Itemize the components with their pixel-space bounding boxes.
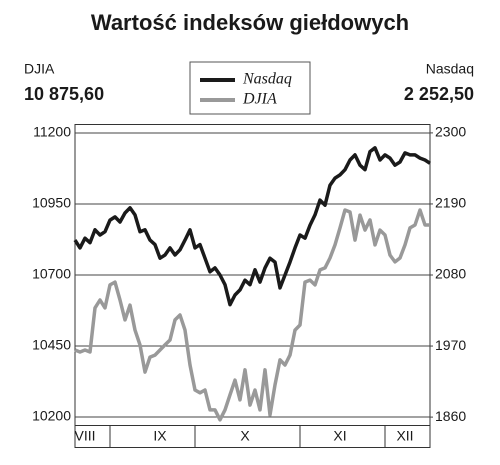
legend-box [189,61,311,115]
y2-tick-label: 1970 [435,337,466,353]
month-strip [74,425,431,448]
x-tick-label: VIII [74,428,95,444]
legend-label: DJIA [242,91,277,108]
left-value: 10 875,60 [24,84,104,104]
y2-tick-label: 1860 [435,408,466,424]
y2-tick-label: 2300 [435,124,466,140]
y2-tick-label: 2190 [435,195,466,211]
right-value: 2 252,50 [404,84,474,104]
y-tick-label: 10200 [32,408,71,424]
x-tick-label: XI [333,428,346,444]
x-tick-label: X [240,428,250,444]
y-tick-label: 10700 [32,266,71,282]
series-line [73,146,431,307]
x-tick-label: IX [153,428,167,444]
x-tick-label: XII [396,428,413,444]
y-tick-label: 10950 [32,195,71,211]
y-tick-label: 11200 [33,124,71,140]
y-tick-label: 10450 [32,337,71,353]
series-line [74,208,430,422]
chart-title: Wartość indeksów giełdowych [91,10,409,35]
legend-label: Nasdaq [242,71,292,88]
right-name: Nasdaq [426,61,474,77]
left-name: DJIA [24,61,55,77]
y2-tick-label: 2080 [435,266,466,282]
